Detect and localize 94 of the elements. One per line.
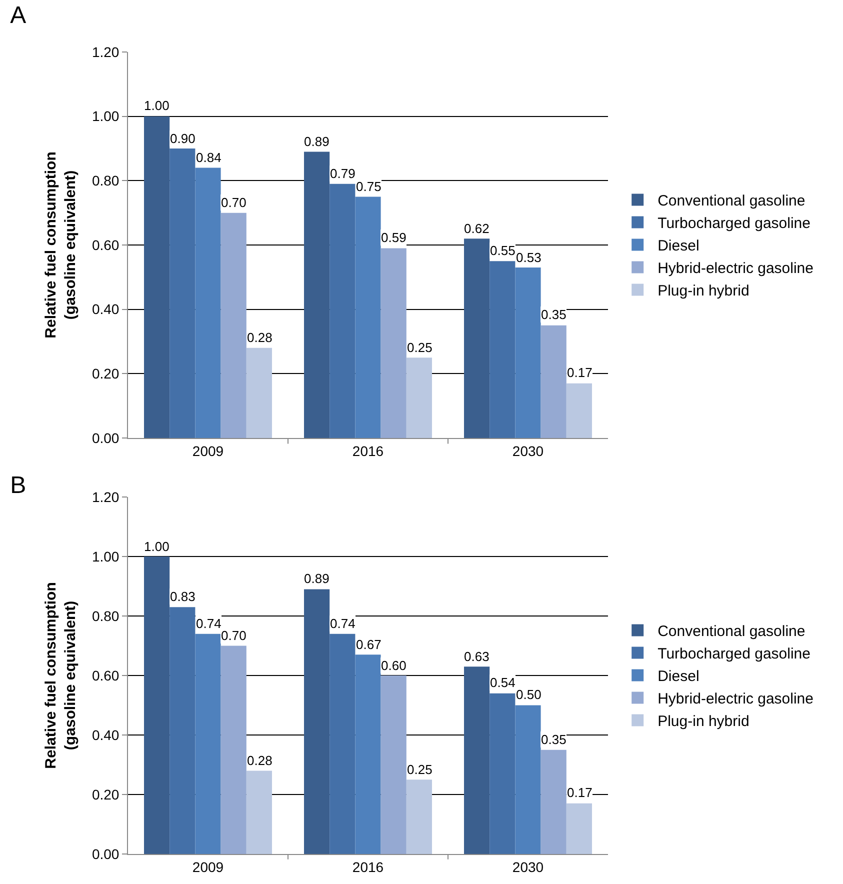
legend-label: Plug-in hybrid bbox=[658, 713, 750, 730]
x-tick-label: 2016 bbox=[352, 858, 384, 875]
bar bbox=[304, 589, 330, 854]
data-label: 0.35 bbox=[541, 307, 566, 322]
data-label: 0.83 bbox=[170, 589, 196, 604]
data-label: 0.25 bbox=[407, 762, 432, 777]
y-tick-label: 1.00 bbox=[92, 108, 120, 124]
data-label: 0.55 bbox=[490, 243, 516, 258]
bar bbox=[304, 152, 330, 438]
data-label: 0.90 bbox=[170, 131, 196, 146]
data-label: 0.79 bbox=[330, 166, 356, 181]
bar bbox=[380, 676, 406, 854]
legend-label: Turbocharged gasoline bbox=[658, 646, 810, 663]
y-tick-label: 1.20 bbox=[92, 44, 120, 60]
bar bbox=[195, 634, 221, 854]
legend-label: Hybrid-electric gasoline bbox=[658, 260, 814, 278]
data-label: 0.54 bbox=[490, 675, 516, 690]
bar bbox=[220, 646, 246, 854]
bar bbox=[515, 268, 541, 438]
bar bbox=[330, 634, 356, 854]
data-label: 0.70 bbox=[221, 628, 246, 643]
y-tick-label: 0.20 bbox=[92, 366, 120, 382]
bar bbox=[515, 705, 541, 854]
bar bbox=[355, 654, 381, 854]
y-tick-label: 0.00 bbox=[92, 430, 120, 446]
y-tick-label: 0.40 bbox=[92, 301, 120, 318]
bar bbox=[246, 770, 272, 854]
data-label: 0.67 bbox=[356, 637, 382, 652]
bar bbox=[170, 148, 196, 438]
bar bbox=[355, 196, 381, 438]
x-tick-label: 2009 bbox=[192, 442, 224, 459]
data-label: 0.74 bbox=[196, 616, 222, 631]
legend-label: Diesel bbox=[658, 668, 700, 686]
x-tick-label: 2030 bbox=[512, 858, 544, 875]
data-label: 0.53 bbox=[516, 250, 542, 265]
bar bbox=[490, 693, 516, 854]
bar bbox=[195, 168, 221, 438]
data-label: 0.89 bbox=[304, 571, 330, 586]
bar bbox=[246, 348, 272, 438]
y-tick-label: 0.60 bbox=[92, 667, 120, 684]
x-tick-label: 2009 bbox=[192, 858, 224, 875]
data-label: 1.00 bbox=[144, 98, 170, 113]
bar bbox=[464, 666, 490, 854]
bar bbox=[540, 750, 566, 854]
data-label: 0.28 bbox=[247, 330, 272, 345]
legend-label: Turbocharged gasoline bbox=[658, 215, 810, 232]
y-tick-label: 0.40 bbox=[92, 726, 120, 743]
bar bbox=[144, 556, 170, 854]
data-label: 1.00 bbox=[144, 539, 170, 554]
y-axis-title: Relative fuel consumption (gasoline equivalent) bbox=[42, 152, 80, 338]
data-label: 0.62 bbox=[464, 221, 490, 236]
y-tick-label: 0.80 bbox=[92, 172, 120, 189]
legend-label: Conventional gasoline bbox=[658, 623, 806, 640]
data-label: 0.89 bbox=[304, 134, 330, 149]
chart-title: B bbox=[10, 472, 26, 499]
bar bbox=[566, 383, 592, 438]
bar bbox=[540, 325, 566, 438]
bar bbox=[170, 607, 196, 854]
y-tick-label: 0.00 bbox=[92, 846, 120, 862]
data-label: 0.28 bbox=[247, 753, 272, 768]
bar bbox=[380, 248, 406, 438]
data-label: 0.50 bbox=[516, 687, 542, 702]
x-tick-label: 2016 bbox=[352, 442, 384, 459]
y-tick-label: 1.20 bbox=[92, 488, 120, 505]
bar bbox=[406, 780, 432, 854]
data-label: 0.70 bbox=[221, 195, 246, 210]
bar bbox=[220, 212, 246, 438]
bar bbox=[144, 116, 170, 438]
data-label: 0.74 bbox=[330, 616, 356, 631]
data-label: 0.17 bbox=[567, 365, 592, 380]
x-tick-label: 2030 bbox=[512, 442, 544, 459]
chart-title: A bbox=[10, 2, 26, 29]
y-tick-label: 1.00 bbox=[92, 548, 120, 564]
legend-label: Plug-in hybrid bbox=[658, 282, 750, 300]
data-label: 0.25 bbox=[407, 340, 432, 355]
bar bbox=[490, 261, 516, 438]
data-label: 0.84 bbox=[196, 150, 222, 165]
legend-label: Diesel bbox=[658, 238, 700, 255]
data-label: 0.59 bbox=[381, 230, 406, 245]
y-axis-title: Relative fuel consumption (gasoline equivalent) bbox=[42, 582, 80, 769]
y-tick-label: 0.60 bbox=[92, 236, 120, 253]
data-label: 0.63 bbox=[464, 649, 490, 664]
y-tick-label: 0.20 bbox=[92, 786, 120, 802]
bar bbox=[330, 184, 356, 438]
data-label: 0.60 bbox=[381, 658, 406, 673]
data-label: 0.35 bbox=[541, 732, 566, 747]
legend-label: Hybrid-electric gasoline bbox=[658, 690, 814, 708]
data-label: 0.17 bbox=[567, 785, 592, 800]
y-tick-label: 0.80 bbox=[92, 608, 120, 624]
legend-label: Conventional gasoline bbox=[658, 192, 806, 210]
data-label: 0.75 bbox=[356, 179, 382, 194]
bar bbox=[566, 803, 592, 854]
bar bbox=[464, 238, 490, 438]
bar bbox=[406, 358, 432, 438]
